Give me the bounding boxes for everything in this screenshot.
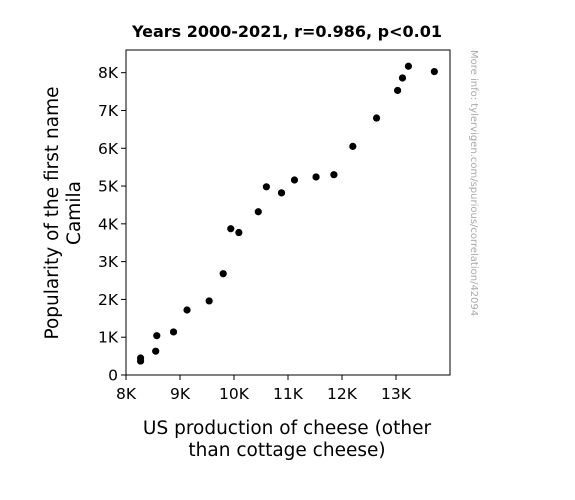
x-tick-label: 12K <box>327 385 358 403</box>
data-point <box>136 354 145 362</box>
x-axis-label-line-1: US production of cheese (other <box>143 418 432 439</box>
data-point <box>219 270 227 278</box>
data-point <box>394 86 402 95</box>
y-tick-label: 5K <box>98 178 119 196</box>
y-tick-label: 3K <box>98 253 119 271</box>
y-tick-label: 2K <box>98 291 119 309</box>
y-axis-label-line-1: Popularity of the first name <box>42 86 63 339</box>
data-point <box>235 228 243 237</box>
data-point <box>404 62 413 70</box>
source-credit: More info: tylervigen.com/spurious/corre… <box>468 50 479 316</box>
y-tick-label: 8K <box>98 64 119 82</box>
y-tick-label: 4K <box>98 215 119 233</box>
data-points <box>136 62 438 365</box>
y-tick-label: 6K <box>98 140 119 158</box>
data-point <box>153 332 161 340</box>
x-tick-label: 13K <box>381 385 412 403</box>
y-tick-label: 0 <box>108 367 118 385</box>
x-axis: 8K 9K 10K 11K 12K 13K <box>116 375 412 403</box>
data-point <box>254 208 262 216</box>
data-point <box>152 347 160 355</box>
x-tick-label: 11K <box>273 385 304 403</box>
data-point <box>372 114 381 122</box>
data-point <box>330 171 338 179</box>
data-point <box>290 176 299 184</box>
data-point <box>349 142 357 150</box>
data-point <box>398 74 407 82</box>
y-tick-label: 7K <box>98 102 119 120</box>
data-point <box>183 306 191 314</box>
x-axis-label-line-2: than cottage cheese) <box>188 440 385 461</box>
data-point <box>169 328 178 336</box>
plot-area <box>125 49 451 376</box>
data-point <box>312 173 320 181</box>
y-axis-label-line-2: Camila <box>64 181 85 245</box>
data-point <box>277 189 286 197</box>
data-point <box>430 67 438 76</box>
chart-title: Years 2000-2021, r=0.986, p<0.01 <box>131 22 442 41</box>
x-tick-label: 10K <box>219 385 250 403</box>
y-axis: 0 1K 2K 3K 4K 5K 6K 7K 8K <box>98 64 126 385</box>
x-tick-label: 8K <box>116 385 137 403</box>
data-point <box>205 297 213 305</box>
y-tick-label: 1K <box>98 329 119 347</box>
data-point <box>262 183 270 191</box>
x-tick-label: 9K <box>170 385 191 403</box>
data-point <box>227 225 235 233</box>
